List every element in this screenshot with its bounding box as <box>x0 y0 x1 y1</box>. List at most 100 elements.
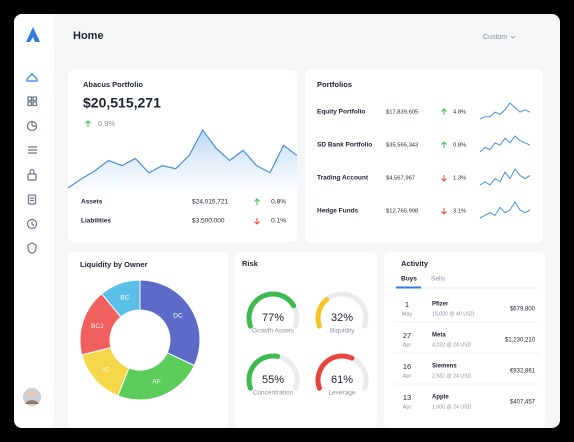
gauge-label: Illiquidity <box>330 328 356 335</box>
activity-month: Apr <box>403 404 412 410</box>
logo[interactable] <box>26 27 40 42</box>
avatar[interactable] <box>23 388 41 406</box>
change-arrow <box>441 141 447 148</box>
donut-label: BCJ <box>91 323 103 330</box>
gauge-percent: 32% <box>331 312 353 324</box>
change-arrow <box>441 108 447 115</box>
sparkline <box>479 168 531 186</box>
portfolio-amount: $4,567,967 <box>386 176 415 182</box>
activity-amount: $1,230,210 <box>505 338 536 344</box>
portfolio-change: 4.8% <box>453 110 466 116</box>
activity-detail: 2,932 @ 24 USD <box>432 373 472 379</box>
row-change: 0.8% <box>271 199 286 206</box>
nav-pie[interactable] <box>26 120 38 132</box>
donut-label: IC <box>103 366 110 373</box>
donut-segment <box>139 279 201 367</box>
gauge-percent: 61% <box>331 374 353 386</box>
activity-name: Pfizer <box>432 302 449 308</box>
change-arrow <box>254 218 260 225</box>
portfolio-change: 3.1% <box>453 209 466 215</box>
donut-label: AF <box>152 379 160 386</box>
activity-tab[interactable]: Sells <box>431 276 446 283</box>
card-title: Activity <box>401 259 429 268</box>
gauge-percent: 77% <box>262 312 284 324</box>
portfolio-name: Hedge Funds <box>317 208 359 215</box>
sparkline <box>479 201 531 219</box>
sidebar <box>14 14 54 428</box>
nav-grid[interactable] <box>27 96 38 107</box>
gauge-label: Leverage <box>328 390 355 397</box>
sparkline <box>479 135 531 153</box>
portfolio-change: 0.8% <box>453 143 466 149</box>
activity-detail: 4,032 @ 24 USD <box>432 342 472 348</box>
range-select[interactable]: Custom <box>483 34 507 41</box>
activity-month: Apr <box>403 373 412 379</box>
activity-amount: $407,457 <box>510 400 536 406</box>
activity-name: Apple <box>432 395 449 401</box>
nav-home[interactable] <box>26 73 38 82</box>
row-label: Liabilities <box>81 218 111 225</box>
row-amount: $3,500,000 <box>192 218 225 225</box>
activity-month: May <box>402 311 413 317</box>
nav-list[interactable] <box>28 146 37 154</box>
activity-month: Apr <box>403 342 412 348</box>
gauge-value <box>246 353 281 391</box>
risk-card <box>235 252 377 428</box>
portfolio-amount: $35,565,343 <box>386 143 418 149</box>
portfolio-name: SD Bank Portfolio <box>317 142 372 149</box>
activity-day: 16 <box>403 362 411 371</box>
portfolio-card <box>68 70 297 242</box>
trend-area <box>68 130 297 190</box>
card-title: Liquidity by Owner <box>80 260 148 269</box>
gauge-label: Concentration <box>253 390 294 397</box>
portfolio-name: Equity Portfolio <box>317 109 365 116</box>
nav-lock[interactable] <box>27 168 37 181</box>
activity-detail: 1,000 @ 24 USD <box>432 404 472 410</box>
card-title: Abacus Portfolio <box>83 80 143 89</box>
page-title: Home <box>73 30 104 42</box>
row-change: 0.1% <box>271 218 286 225</box>
gauge-percent: 55% <box>262 374 284 386</box>
card-title: Risk <box>242 259 259 268</box>
trend-line <box>67 128 298 189</box>
gauge-value <box>315 297 330 329</box>
activity-day: 27 <box>403 331 411 340</box>
row-label: Assets <box>81 199 103 206</box>
activity-name: Siemens <box>432 364 457 370</box>
activity-day: 13 <box>403 393 411 402</box>
portfolio-amount: $17,839,605 <box>386 110 418 116</box>
activity-name: Meta <box>432 333 446 339</box>
nav-clock[interactable] <box>26 218 38 230</box>
nav-doc[interactable] <box>27 194 37 205</box>
change-arrow <box>254 198 260 205</box>
donut-segment <box>117 352 195 401</box>
donut-label: DC <box>173 313 183 320</box>
row-amount: $24,015,721 <box>192 199 229 206</box>
change-arrow <box>441 208 447 215</box>
activity-amount: €932,861 <box>510 369 536 375</box>
range-caret[interactable] <box>510 35 516 39</box>
portfolio-change: 0.9% <box>98 119 115 128</box>
gauge-value <box>246 291 297 329</box>
gauge-label: Growth Assets <box>252 328 295 335</box>
activity-amount: $679,800 <box>510 307 536 313</box>
change-arrow <box>441 175 447 182</box>
change-arrow <box>85 120 91 127</box>
donut-label: BC <box>120 294 129 301</box>
activity-detail: 15,000 @ 40 USD <box>432 311 474 317</box>
donut-segment <box>101 279 141 318</box>
portfolio-change: 1.3% <box>453 176 466 182</box>
gauge-value <box>315 353 355 391</box>
sparkline <box>479 102 531 120</box>
card-title: Portfolios <box>317 80 352 89</box>
portfolio-value: $20,515,271 <box>83 95 161 111</box>
portfolios-card <box>305 70 543 242</box>
activity-day: 1 <box>405 300 409 309</box>
activity-tab[interactable]: Buys <box>401 276 417 283</box>
nav-icons <box>26 73 38 255</box>
portfolio-amount: $12,765,998 <box>386 209 418 215</box>
nav-shield[interactable] <box>27 242 37 255</box>
tab-underline <box>396 286 421 289</box>
portfolio-name: Trading Account <box>317 175 369 182</box>
